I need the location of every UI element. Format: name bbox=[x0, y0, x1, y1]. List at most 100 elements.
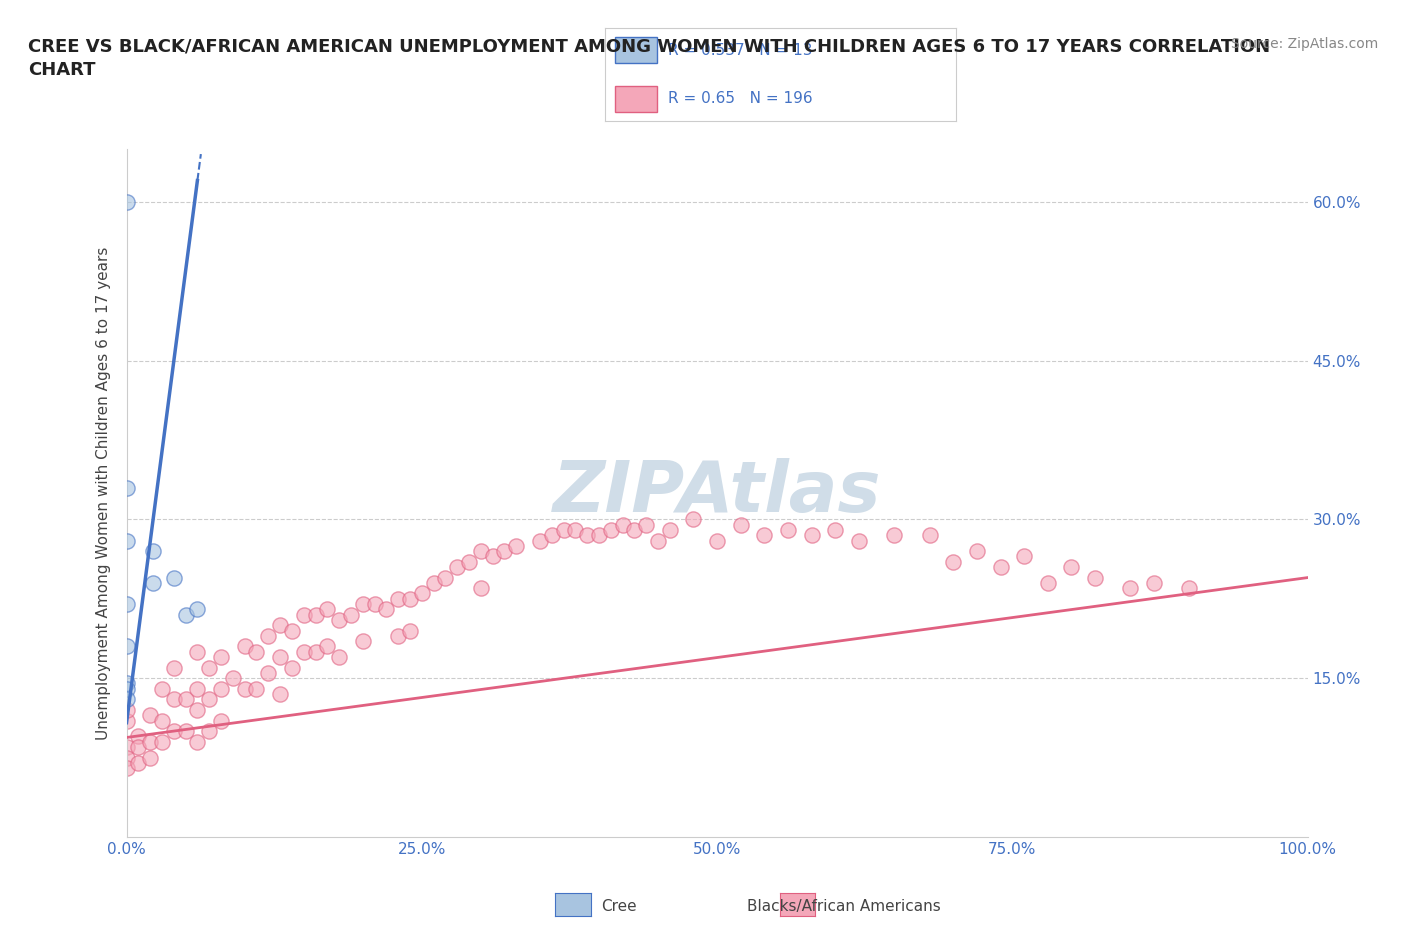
Point bbox=[115, 639, 138, 654]
Text: CREE VS BLACK/AFRICAN AMERICAN UNEMPLOYMENT AMONG WOMEN WITH CHILDREN AGES 6 TO : CREE VS BLACK/AFRICAN AMERICAN UNEMPLOYM… bbox=[28, 37, 1270, 79]
Point bbox=[139, 735, 162, 750]
Point bbox=[186, 682, 208, 697]
Point bbox=[316, 639, 339, 654]
Point bbox=[115, 751, 138, 765]
Point bbox=[505, 538, 527, 553]
Point bbox=[174, 724, 197, 738]
Point bbox=[776, 523, 799, 538]
Point bbox=[141, 576, 163, 591]
Point bbox=[281, 660, 304, 675]
Point bbox=[115, 739, 138, 754]
Point bbox=[198, 724, 221, 738]
Point bbox=[422, 576, 444, 591]
Point bbox=[529, 533, 551, 548]
Point bbox=[399, 591, 422, 606]
Point bbox=[399, 623, 422, 638]
Point bbox=[150, 735, 173, 750]
Point bbox=[494, 544, 516, 559]
Point bbox=[222, 671, 245, 685]
Point bbox=[186, 602, 208, 617]
Point bbox=[269, 649, 291, 664]
Point bbox=[304, 607, 326, 622]
Point bbox=[163, 660, 186, 675]
Point bbox=[470, 544, 492, 559]
Point bbox=[269, 686, 291, 701]
Point bbox=[141, 544, 163, 559]
Point bbox=[304, 644, 326, 659]
Point bbox=[1143, 576, 1166, 591]
Point bbox=[139, 751, 162, 765]
Point bbox=[1012, 549, 1035, 564]
Point bbox=[553, 523, 575, 538]
Point bbox=[150, 682, 173, 697]
Point bbox=[883, 528, 905, 543]
Point bbox=[163, 724, 186, 738]
Point bbox=[1084, 570, 1107, 585]
Point bbox=[115, 713, 138, 728]
Point bbox=[269, 618, 291, 632]
Point bbox=[328, 613, 350, 628]
Point bbox=[233, 639, 256, 654]
Point bbox=[115, 702, 138, 717]
Point bbox=[612, 517, 634, 532]
Point bbox=[564, 523, 586, 538]
Point bbox=[824, 523, 846, 538]
Point bbox=[942, 554, 965, 569]
Point bbox=[186, 702, 208, 717]
Point bbox=[115, 692, 138, 707]
Point bbox=[245, 682, 267, 697]
Point bbox=[352, 633, 374, 648]
Point bbox=[470, 580, 492, 595]
Point bbox=[281, 623, 304, 638]
Text: ZIPAtlas: ZIPAtlas bbox=[553, 458, 882, 527]
Point bbox=[682, 512, 704, 526]
Point bbox=[257, 666, 280, 681]
Point bbox=[481, 549, 503, 564]
Text: Source: ZipAtlas.com: Source: ZipAtlas.com bbox=[1230, 37, 1378, 51]
Point bbox=[174, 692, 197, 707]
Point bbox=[257, 629, 280, 644]
Point bbox=[918, 528, 941, 543]
Point bbox=[540, 528, 562, 543]
Point bbox=[706, 533, 728, 548]
Point bbox=[599, 523, 621, 538]
Point bbox=[174, 607, 197, 622]
Point bbox=[186, 644, 208, 659]
Point bbox=[966, 544, 988, 559]
Point bbox=[115, 682, 138, 697]
Point bbox=[576, 528, 599, 543]
Point bbox=[115, 676, 138, 691]
Point bbox=[352, 597, 374, 612]
Point bbox=[434, 570, 457, 585]
Text: Blacks/African Americans: Blacks/African Americans bbox=[747, 899, 941, 914]
Point bbox=[754, 528, 776, 543]
Point bbox=[387, 591, 409, 606]
Text: R = 0.65   N = 196: R = 0.65 N = 196 bbox=[668, 91, 813, 106]
Point bbox=[387, 629, 409, 644]
Point bbox=[316, 602, 339, 617]
Bar bbox=[616, 37, 657, 63]
Point bbox=[198, 692, 221, 707]
Point bbox=[139, 708, 162, 723]
Point bbox=[127, 755, 149, 770]
Text: Cree: Cree bbox=[600, 899, 637, 914]
Point bbox=[209, 713, 232, 728]
Point bbox=[127, 739, 149, 754]
Point bbox=[1178, 580, 1201, 595]
Point bbox=[115, 480, 138, 495]
Point bbox=[411, 586, 433, 601]
Point bbox=[115, 761, 138, 776]
Point bbox=[647, 533, 669, 548]
Point bbox=[209, 649, 232, 664]
Y-axis label: Unemployment Among Women with Children Ages 6 to 17 years: Unemployment Among Women with Children A… bbox=[96, 246, 111, 739]
Point bbox=[636, 517, 658, 532]
Point bbox=[163, 692, 186, 707]
Point bbox=[990, 560, 1012, 575]
Point bbox=[730, 517, 752, 532]
Point bbox=[375, 602, 398, 617]
Point bbox=[800, 528, 823, 543]
Point bbox=[292, 607, 315, 622]
Point bbox=[658, 523, 681, 538]
Point bbox=[363, 597, 385, 612]
Point bbox=[623, 523, 645, 538]
